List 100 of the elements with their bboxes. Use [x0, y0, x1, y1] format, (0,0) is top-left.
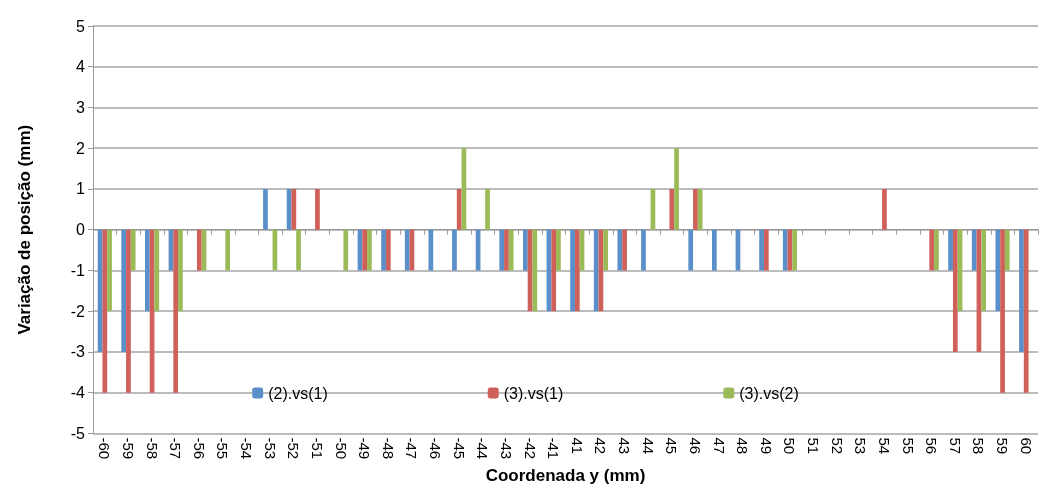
x-tick-label: -58 [143, 437, 161, 460]
bar [154, 229, 160, 312]
x-tick-label: 57 [946, 437, 964, 455]
y-tick-label: -1 [70, 261, 86, 279]
y-tick-label: 1 [76, 180, 86, 198]
x-tick-label: -53 [261, 437, 279, 460]
x-tick-label: -56 [190, 437, 208, 460]
x-tick-label: -59 [119, 437, 137, 460]
x-tick-label: -60 [96, 437, 114, 460]
x-tick-label: -52 [285, 437, 303, 460]
x-tick-label: -47 [403, 437, 421, 460]
bar [1000, 229, 1005, 393]
legend-label: (3).vs(1) [503, 384, 564, 402]
x-axis-title: Coordenada y (mm) [485, 466, 646, 485]
bar [343, 229, 349, 271]
x-tick-label: 47 [710, 437, 728, 455]
bar [792, 229, 798, 271]
bar [971, 229, 977, 271]
x-tick-label: -48 [379, 437, 397, 460]
bar [315, 188, 320, 230]
x-tick-label: -44 [474, 437, 492, 460]
x-tick-label: 54 [875, 437, 893, 455]
y-tick-label: 5 [76, 17, 86, 35]
x-tick-label: 53 [852, 437, 870, 455]
x-tick-label: -42 [521, 437, 539, 460]
bar [404, 229, 410, 271]
bar [126, 229, 131, 393]
bar [121, 229, 127, 352]
bar [948, 229, 953, 271]
x-tick-label: 46 [686, 437, 704, 455]
bar [622, 229, 627, 271]
bar [508, 229, 514, 271]
bar [144, 229, 150, 312]
y-tick-label: 4 [76, 58, 86, 76]
y-tick-label: 2 [76, 139, 86, 157]
bar [362, 229, 368, 271]
bar [225, 229, 231, 271]
x-tick-label: 52 [828, 437, 846, 455]
x-tick-label: 51 [805, 437, 823, 455]
x-tick-label: -54 [238, 437, 256, 460]
x-tick-label: -57 [167, 437, 185, 460]
bar [173, 229, 179, 393]
bar [763, 229, 769, 271]
bar [952, 229, 958, 352]
x-tick-label: 43 [616, 437, 634, 455]
bar [711, 229, 717, 271]
bar [574, 229, 580, 312]
bar [196, 229, 202, 271]
bar [291, 188, 297, 230]
y-tick-label: 3 [76, 98, 86, 116]
bar [452, 229, 457, 271]
bar [504, 229, 509, 271]
bar [1023, 229, 1029, 393]
x-tick-label: 49 [757, 437, 775, 455]
x-tick-label: 44 [639, 437, 657, 455]
bar [499, 229, 505, 271]
x-tick-label: -51 [308, 437, 326, 460]
bar [693, 188, 698, 230]
bar [263, 188, 268, 230]
bar [556, 229, 561, 271]
bar [1019, 229, 1024, 352]
x-tick-label: -41 [545, 437, 563, 460]
y-tick-label: -3 [70, 343, 86, 361]
bar [688, 229, 694, 271]
bar [456, 188, 462, 230]
bar [929, 229, 935, 271]
x-tick-label: 50 [781, 437, 799, 455]
x-tick-label: -46 [427, 437, 445, 460]
x-tick-label: -43 [497, 437, 515, 460]
bar [381, 229, 386, 271]
bar [759, 229, 764, 271]
x-tick-label: 45 [663, 437, 681, 455]
bar [522, 229, 528, 271]
bar [995, 229, 1001, 312]
y-tick-label: -2 [70, 302, 86, 320]
y-axis-title: Variação de posição (mm) [15, 124, 34, 335]
bar [107, 229, 112, 312]
bar [130, 229, 136, 271]
legend-label: (2).vs(1) [268, 384, 328, 402]
bar [674, 148, 679, 230]
bar [551, 229, 557, 312]
bar [485, 188, 490, 230]
bar [428, 229, 434, 271]
x-tick-label: -49 [356, 437, 374, 460]
bar [367, 229, 372, 271]
bar [882, 188, 887, 230]
y-tick-label: 0 [76, 221, 86, 239]
x-tick-label: -55 [214, 437, 232, 460]
x-tick-label: 56 [923, 437, 941, 455]
x-tick-label: 48 [734, 437, 752, 455]
bar [697, 188, 703, 230]
x-tick-label: 41 [568, 437, 586, 455]
bar [532, 229, 538, 312]
x-tick-label: 59 [994, 437, 1012, 455]
bar [669, 188, 675, 230]
bar [296, 229, 301, 271]
bar [617, 229, 623, 271]
y-tick-label: -5 [70, 424, 86, 442]
x-tick-label: 58 [970, 437, 988, 455]
bar [385, 229, 391, 271]
